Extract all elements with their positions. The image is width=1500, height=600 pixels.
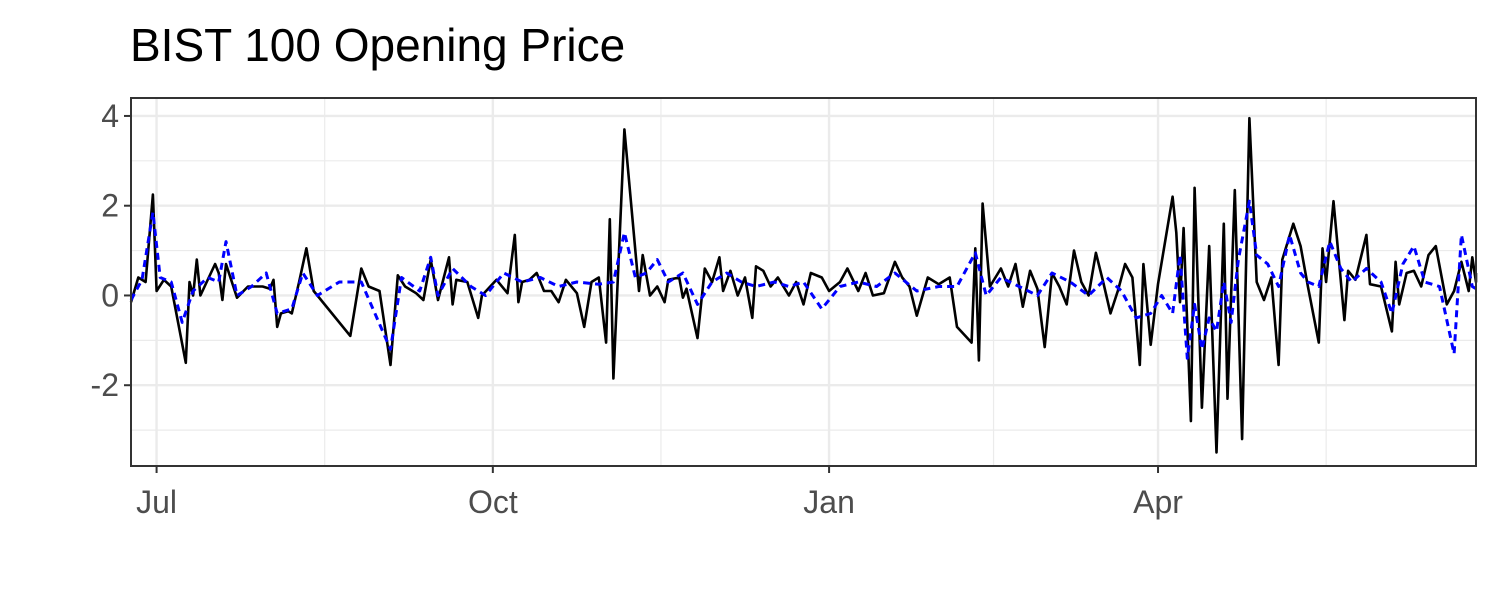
panel-border: [130, 97, 1477, 467]
y-tick-label: 0: [101, 277, 119, 313]
x-tick-label: Apr: [1133, 484, 1183, 520]
y-tick-label: 2: [101, 188, 119, 224]
y-tick-label: -2: [91, 367, 119, 403]
grid: [131, 98, 1476, 466]
axes: 4 2 0 -2 Jul Oct Jan Apr: [91, 98, 1184, 520]
x-tick-label: Jul: [136, 484, 177, 520]
chart-title: BIST 100 Opening Price: [130, 19, 626, 71]
x-tick-label: Oct: [468, 484, 518, 520]
series-line-1: [129, 116, 1478, 454]
plot-background: [131, 98, 1476, 466]
x-tick-label: Jan: [803, 484, 855, 520]
series-lines: [129, 116, 1478, 454]
y-tick-label: 4: [101, 98, 119, 134]
